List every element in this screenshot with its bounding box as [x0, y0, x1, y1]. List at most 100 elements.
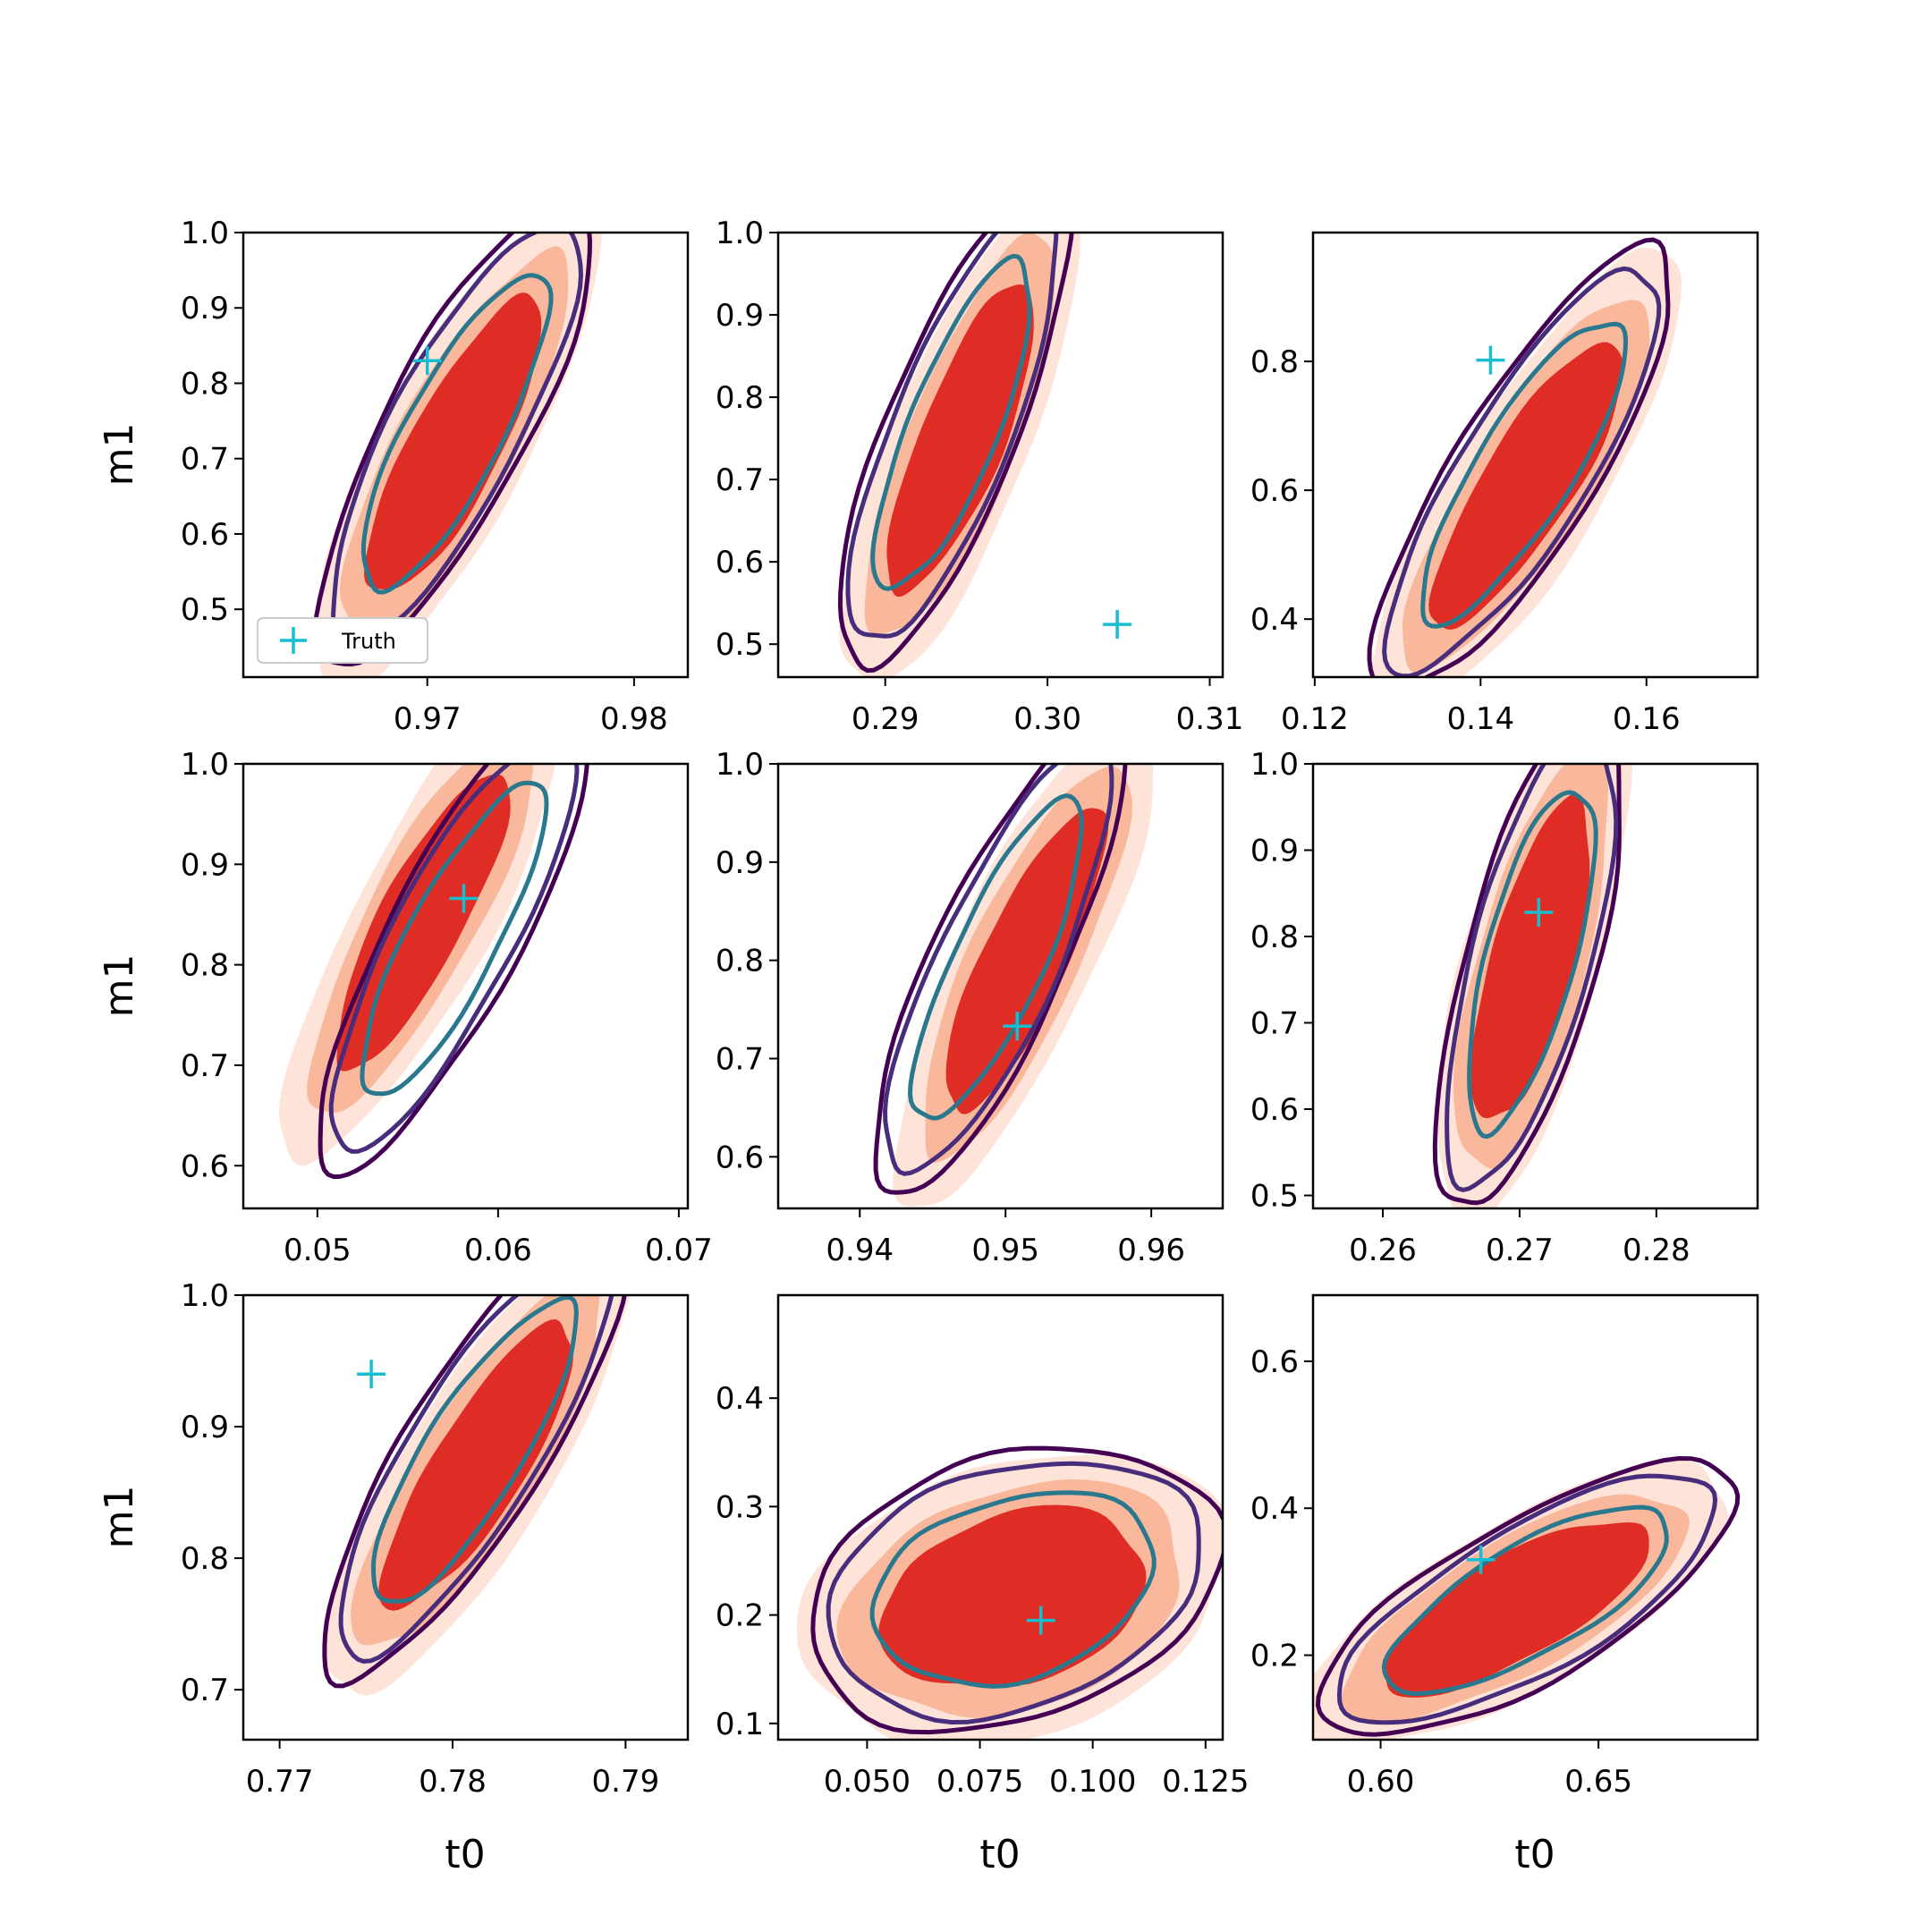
contour-line-outer	[837, 233, 1074, 674]
y-tick-label: 0.5	[1250, 1179, 1299, 1215]
y-tick-label: 0.9	[181, 1410, 229, 1445]
truth-marker	[1003, 1012, 1032, 1041]
y-axis-label-row-1: m1	[97, 423, 142, 487]
contour-line-inner	[1420, 321, 1628, 629]
contour-line-outer	[1367, 237, 1671, 677]
panel-1: 0.97 0.98 0.5 0.6 0.7 0.8 0.9 1.0 Truth	[181, 216, 690, 737]
y-axis-label-row-2: m1	[97, 954, 142, 1018]
contour-line-outer	[810, 1445, 1223, 1735]
legend-label: Truth	[341, 629, 396, 654]
contour-line-inner	[1467, 790, 1598, 1140]
contour-line-inner	[869, 1490, 1157, 1689]
legend: Truth	[257, 617, 428, 664]
y-tick-label: 0.2	[1250, 1639, 1299, 1674]
x-tick-label: 0.100	[1049, 1764, 1136, 1800]
contour-fill-inner	[336, 774, 511, 1072]
truth-marker	[1476, 345, 1505, 375]
panel-7: 0.77 0.78 0.79 0.7 0.8 0.9 1.0	[181, 1278, 690, 1800]
contour-line-inner	[908, 793, 1084, 1121]
truth-marker	[412, 346, 442, 376]
y-tick-label: 0.3	[716, 1489, 764, 1525]
x-axis-label-col-2: t0	[979, 1832, 1020, 1877]
y-tick-label: 0.9	[181, 291, 229, 326]
y-tick-label: 1.0	[181, 216, 229, 251]
contour-line-outer	[322, 1295, 627, 1689]
panel-3: 0.12 0.14 0.16 0.4 0.6 0.8	[1250, 231, 1759, 737]
contour-line-inner	[1381, 1504, 1669, 1696]
truth-marker	[357, 1360, 386, 1389]
y-tick-label: 1.0	[716, 747, 764, 783]
panel-9: 0.60 0.65 0.2 0.4 0.6	[1250, 1293, 1759, 1800]
truth-marker	[1103, 610, 1132, 640]
plot-area-7	[322, 1295, 631, 1696]
contour-line-mid	[1336, 1473, 1718, 1725]
y-tick-label: 0.8	[716, 380, 764, 416]
contour-line-mid	[1445, 764, 1619, 1192]
x-tick-label: 0.16	[1613, 701, 1681, 737]
y-tick-label: 0.4	[1250, 1491, 1299, 1527]
x-tick-label: 0.075	[936, 1764, 1023, 1800]
plot-area-8	[796, 1445, 1223, 1740]
y-tick-label: 0.2	[716, 1598, 764, 1634]
panel-5: 0.94 0.95 0.96 0.6 0.7 0.8 0.9 1.0	[716, 747, 1224, 1268]
contour-line-outer	[318, 764, 589, 1180]
contour-line-inner	[870, 253, 1032, 591]
y-tick-label: 1.0	[716, 216, 764, 251]
y-tick-label: 0.7	[181, 1673, 229, 1708]
x-axis-label-col-1: t0	[445, 1832, 485, 1877]
axes-frame	[776, 231, 1224, 679]
x-tick-label: 0.14	[1446, 701, 1514, 737]
contour-line-inner	[360, 273, 554, 595]
plot-area-1	[312, 233, 602, 677]
y-tick-label: 0.1	[716, 1707, 764, 1742]
panel-6: 0.26 0.27 0.28 0.5 0.6 0.7 0.8 0.9 1.0	[1250, 747, 1759, 1268]
contour-line-mid	[1382, 266, 1662, 677]
panel-4: 0.05 0.06 0.07 0.6 0.7 0.8 0.9 1.0	[181, 747, 713, 1268]
contour-line-mid	[883, 764, 1114, 1176]
y-tick-label: 0.6	[1250, 473, 1299, 509]
contour-fill-inner	[945, 808, 1109, 1114]
y-tick-label: 0.9	[181, 847, 229, 883]
y-tick-label: 0.6	[716, 545, 764, 580]
x-tick-label: 0.050	[824, 1764, 911, 1800]
y-tick-label: 0.7	[716, 1042, 764, 1078]
y-tick-label: 0.9	[716, 845, 764, 881]
y-tick-label: 0.9	[716, 298, 764, 334]
y-tick-label: 0.8	[1250, 919, 1299, 955]
panel-8: 0.050 0.075 0.100 0.125 0.1 0.2 0.3 0.4	[716, 1293, 1249, 1800]
y-axis-label-row-3: m1	[97, 1486, 142, 1549]
y-tick-label: 0.7	[1250, 1006, 1299, 1042]
truth-marker	[1026, 1606, 1055, 1635]
contour-line-inner	[371, 1295, 579, 1604]
x-tick-label: 0.96	[1117, 1233, 1185, 1268]
x-tick-label: 0.65	[1564, 1764, 1632, 1800]
y-tick-label: 0.6	[181, 517, 229, 553]
axes-frame	[242, 762, 690, 1210]
x-tick-label: 0.97	[394, 701, 462, 737]
plot-area-5	[873, 764, 1154, 1207]
x-tick-label: 0.94	[826, 1233, 894, 1268]
y-tick-label: 0.8	[181, 948, 229, 984]
x-tick-label: 0.07	[645, 1233, 713, 1268]
x-tick-label: 0.06	[464, 1233, 532, 1268]
plot-area-6	[1432, 764, 1633, 1208]
contour-fill-inner	[886, 284, 1034, 597]
contour-line-mid	[845, 233, 1059, 639]
truth-marker	[449, 884, 479, 913]
axes-frame	[776, 762, 1224, 1210]
panel-2: 0.29 0.30 0.31 0.5 0.6 0.7 0.8 0.9 1.0	[716, 216, 1244, 737]
x-tick-label: 0.31	[1176, 701, 1244, 737]
x-tick-label: 0.78	[419, 1764, 487, 1800]
y-tick-label: 0.4	[716, 1381, 764, 1417]
y-tick-label: 0.8	[181, 1541, 229, 1577]
y-tick-label: 1.0	[1250, 747, 1299, 783]
y-tick-label: 0.8	[1250, 344, 1299, 380]
y-tick-label: 0.8	[181, 366, 229, 402]
x-tick-label: 0.28	[1623, 1233, 1690, 1268]
y-tick-label: 0.6	[1250, 1092, 1299, 1128]
contour-fill-inner	[364, 292, 542, 589]
plot-area-9	[1313, 1456, 1741, 1740]
axes-frame	[242, 231, 690, 679]
y-tick-label: 0.6	[181, 1148, 229, 1184]
plot-area-4	[279, 764, 589, 1180]
